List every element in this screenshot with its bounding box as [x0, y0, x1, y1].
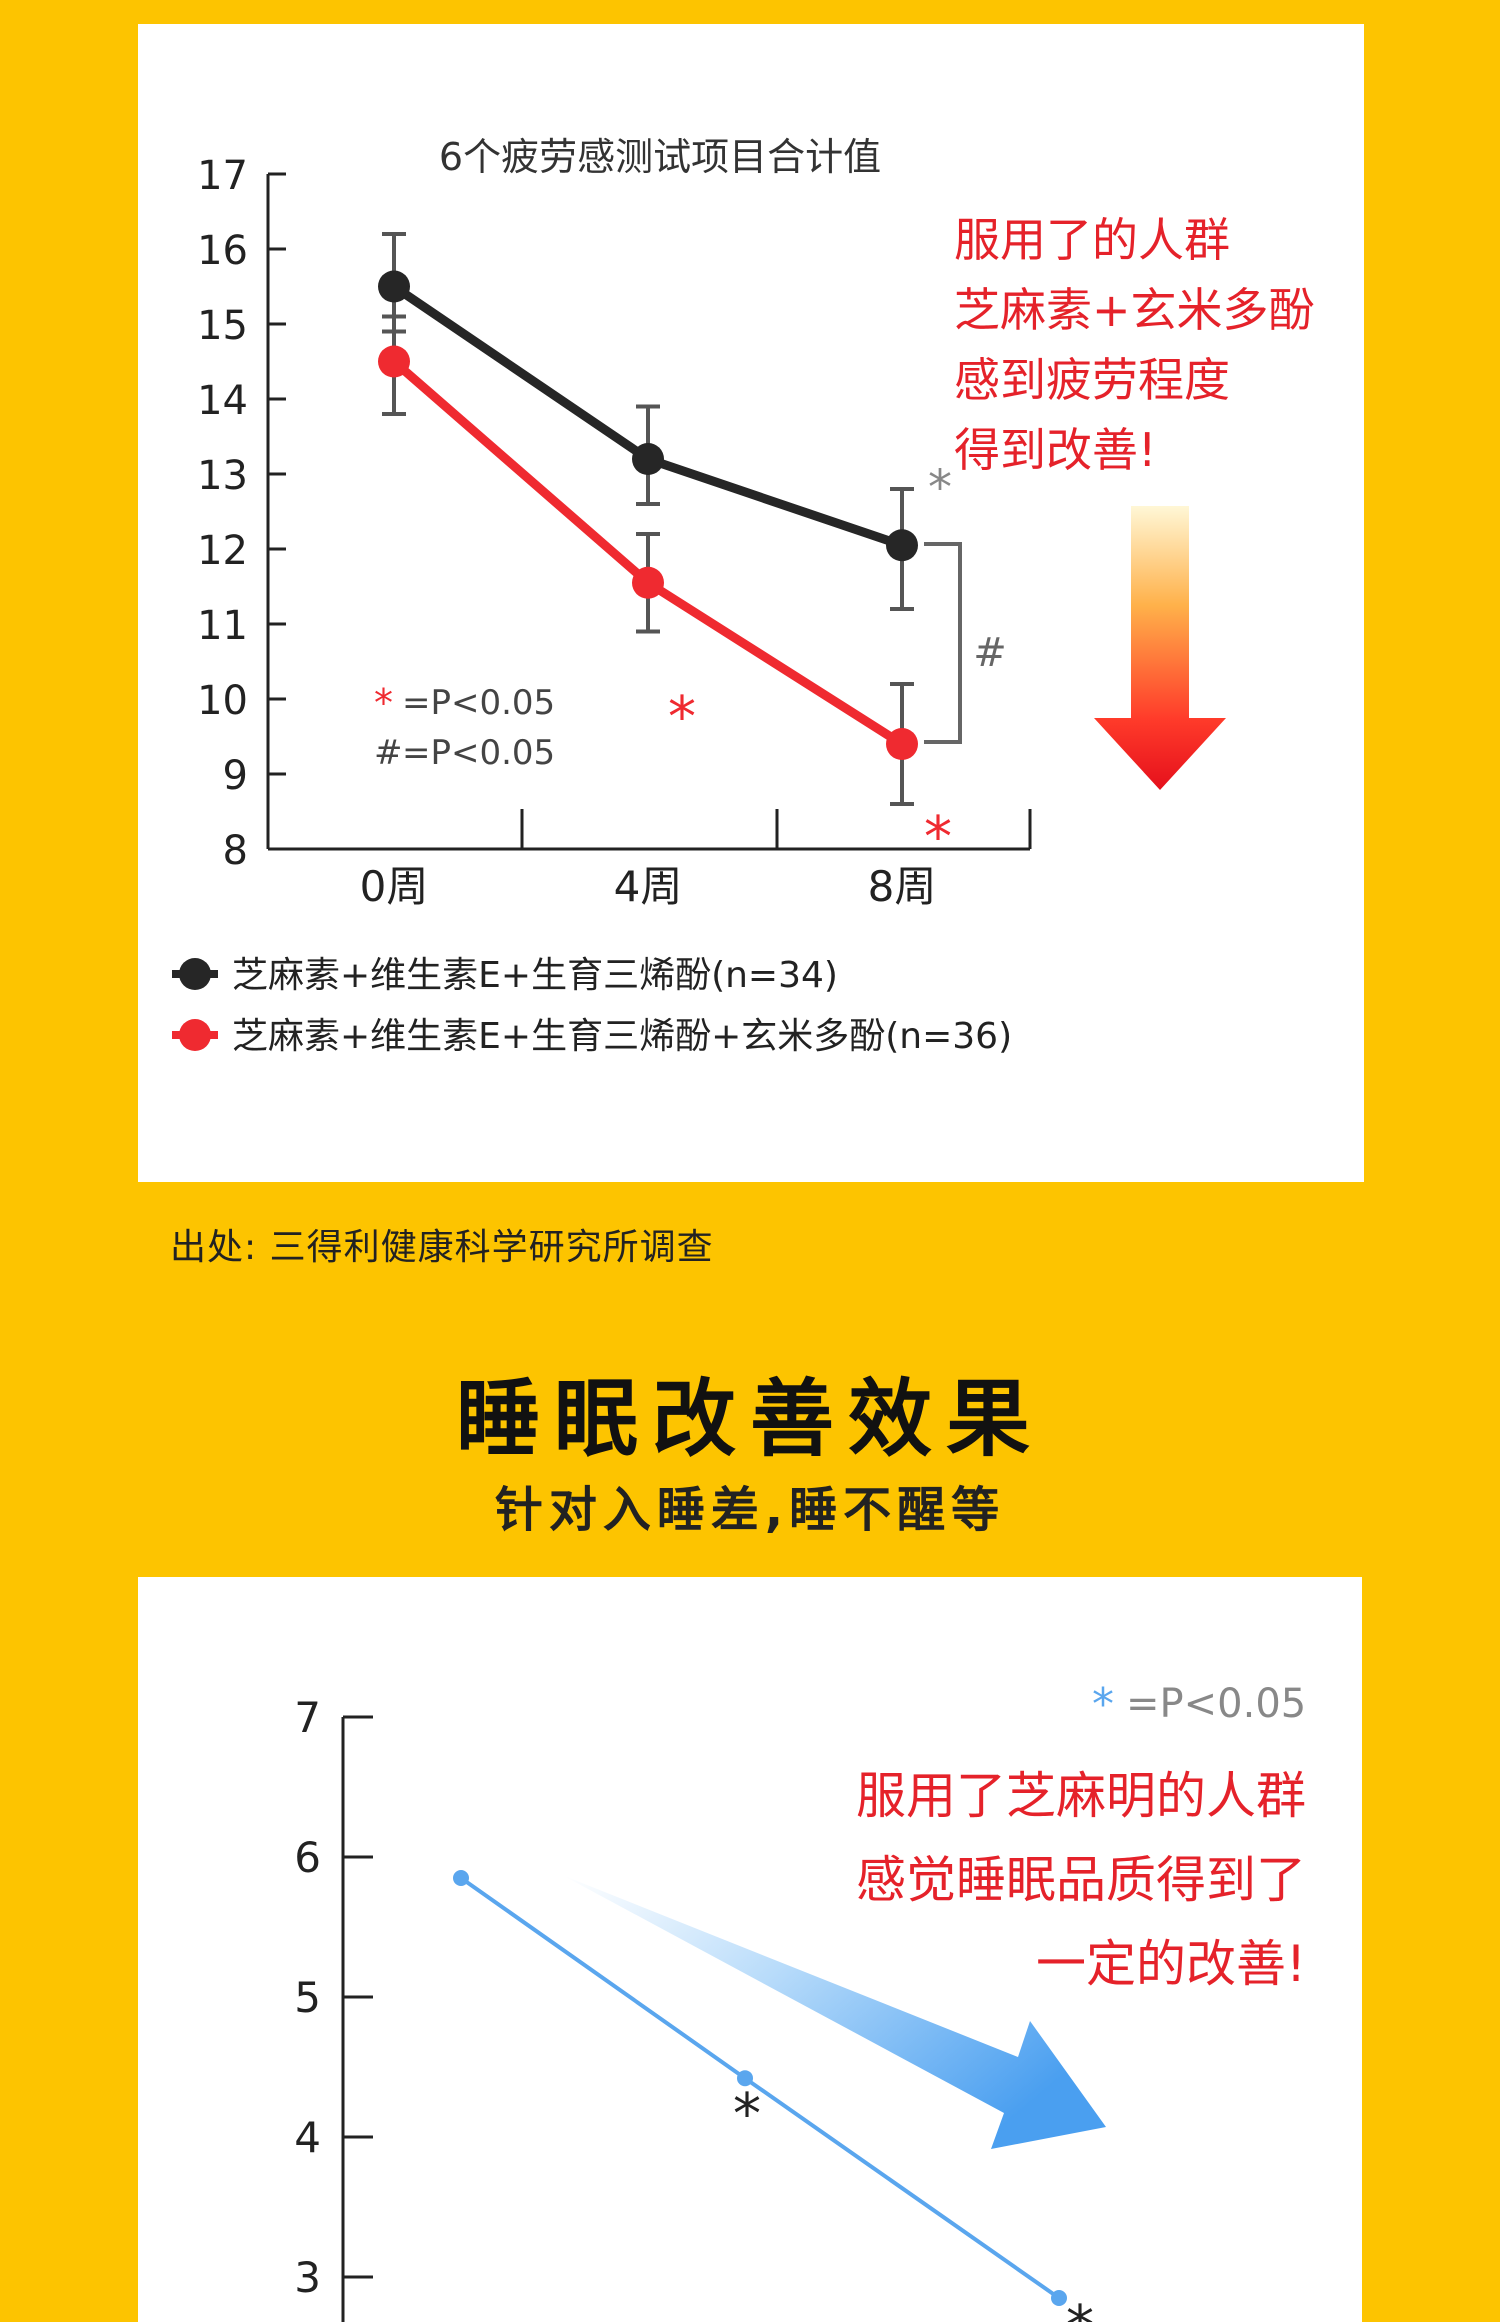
fatigue-chart-lines — [391, 282, 905, 748]
sleep-callout-line-3: 一定的改善! — [1036, 1935, 1306, 1993]
callout-line-2: 芝麻素+玄米多酚 — [954, 283, 1315, 337]
sig-star-red-4w: * — [668, 685, 696, 750]
legend-marker-black — [179, 958, 211, 990]
data-point — [1051, 2290, 1067, 2306]
sleep-callout: 服用了芝麻明的人群 感觉睡眠品质得到了 一定的改善! — [856, 1767, 1306, 1993]
sig-star-gray-8w: * — [928, 460, 952, 516]
section-subtitle: 针对入睡差,睡不醒等 — [494, 1482, 1006, 1538]
x-tick-label: 8周 — [868, 862, 937, 911]
sleep-callout-line-1: 服用了芝麻明的人群 — [856, 1767, 1306, 1825]
fatigue-chart-title: 6个疲劳感测试项目合计值 — [439, 135, 881, 179]
legend-label-black: 芝麻素+维生素E+生育三烯酚(n=34) — [232, 955, 838, 996]
y-tick-label: 7 — [294, 1693, 321, 1742]
down-arrow-icon — [1094, 506, 1226, 790]
sig-bracket — [924, 542, 962, 744]
y-tick-label: 9 — [223, 753, 248, 799]
y-tick-label: 5 — [294, 1973, 321, 2022]
sleep-legend-note: =P<0.05 — [1126, 1681, 1306, 1727]
sleep-callout-line-2: 感觉睡眠品质得到了 — [856, 1851, 1306, 1909]
section-title: 睡眠改善效果 — [455, 1370, 1044, 1468]
data-point — [737, 2070, 753, 2087]
callout-line-3: 感到疲劳程度 — [954, 353, 1230, 407]
sig-star-red-8w: * — [924, 805, 952, 870]
y-tick-label: 11 — [197, 603, 248, 649]
data-point — [378, 270, 410, 303]
data-point — [378, 345, 410, 378]
data-point — [453, 1870, 469, 1886]
y-tick-label: 10 — [197, 678, 248, 724]
callout-line-4: 得到改善! — [954, 423, 1156, 477]
fatigue-chart-points — [378, 270, 918, 760]
data-point — [632, 566, 664, 599]
y-tick-label: 8 — [223, 828, 248, 874]
y-tick-label: 3 — [294, 2253, 321, 2302]
data-point — [886, 529, 918, 562]
y-tick-label: 14 — [197, 378, 248, 424]
sleep-chart-panel: 3 4 5 6 7 * * * =P<0.05 服用了芝麻明的人群 感觉睡眠品质得到了 … — [138, 1577, 1362, 2322]
y-tick-label: 17 — [197, 153, 248, 199]
fatigue-callout: 服用了的人群 芝麻素+玄米多酚 感到疲劳程度 得到改善! — [954, 213, 1315, 477]
note-star-symbol: * — [374, 681, 393, 725]
fatigue-chart-panel: 8 9 10 11 12 13 14 15 16 17 0周 4周 8周 6个疲劳感测试项目合计值 * … — [138, 24, 1364, 1182]
y-tick-label: 4 — [294, 2113, 321, 2162]
legend-item-black: 芝麻素+维生素E+生育三烯酚(n=34) — [172, 955, 838, 996]
sleep-legend-star: * — [1092, 1679, 1114, 1730]
y-tick-label: 6 — [294, 1833, 321, 1882]
y-tick-label: 12 — [197, 528, 248, 574]
data-point — [632, 443, 664, 475]
sleep-chart-axes: 3 4 5 6 7 — [294, 1693, 373, 2322]
note-star-text: =P<0.05 — [402, 683, 555, 723]
x-tick-label: 4周 — [614, 862, 683, 911]
sleep-sig-star-3: * — [1066, 2294, 1094, 2322]
sleep-sig-star-2: * — [733, 2082, 761, 2147]
note-hash-text: =P<0.05 — [402, 733, 555, 773]
fatigue-legend: 芝麻素+维生素E+生育三烯酚(n=34) 芝麻素+维生素E+生育三烯酚+玄米多酚… — [172, 955, 1012, 1057]
legend-label-red: 芝麻素+维生素E+生育三烯酚+玄米多酚(n=36) — [232, 1016, 1012, 1057]
y-tick-label: 13 — [197, 453, 248, 499]
legend-marker-red — [179, 1019, 211, 1051]
fatigue-chart-axes: 8 9 10 11 12 13 14 15 16 17 0周 4周 8周 — [197, 153, 1032, 911]
sig-hash-bracket: # — [973, 630, 1007, 676]
legend-item-red: 芝麻素+维生素E+生育三烯酚+玄米多酚(n=36) — [172, 1016, 1012, 1057]
sleep-chart: 3 4 5 6 7 * * * =P<0.05 服用了芝麻明的人群 感觉睡眠品质得到了 … — [294, 1679, 1306, 2322]
note-hash-symbol: # — [374, 733, 403, 773]
y-tick-label: 15 — [197, 303, 248, 349]
trend-arrow-icon — [562, 1875, 1106, 2149]
data-point — [886, 728, 918, 760]
y-tick-label: 16 — [197, 228, 248, 274]
x-tick-label: 0周 — [360, 862, 429, 911]
source-note: 出处: 三得利健康科学研究所调查 — [170, 1227, 714, 1268]
callout-line-1: 服用了的人群 — [954, 213, 1230, 267]
sleep-chart-points — [453, 1870, 1067, 2306]
